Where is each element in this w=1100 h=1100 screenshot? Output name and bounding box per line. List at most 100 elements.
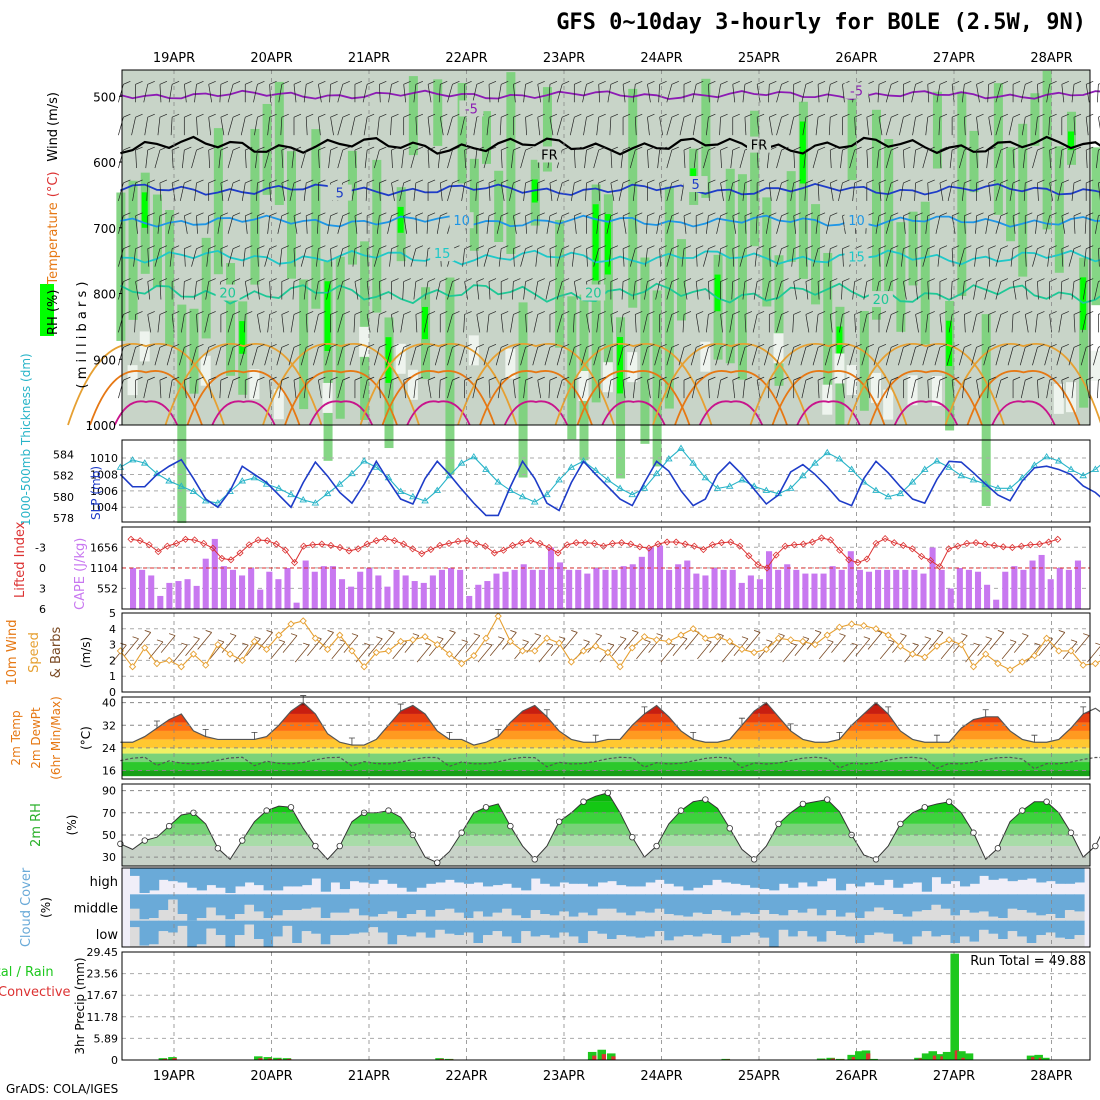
cloud-clear-low	[721, 943, 732, 947]
cloud-clear-low	[1026, 943, 1037, 947]
cape-bar	[493, 573, 500, 609]
wind-barb	[742, 80, 753, 103]
cloud-bar-low	[778, 920, 789, 930]
wind-barb	[1024, 212, 1033, 234]
wind-barb	[376, 311, 387, 333]
cape-ylabel: CAPE (J/kg)	[73, 538, 88, 610]
wind-speed-point	[372, 648, 380, 657]
li-point	[518, 539, 526, 547]
wind-barb-10m	[672, 636, 688, 657]
li-point	[954, 542, 962, 550]
cloud-bar-high	[320, 868, 331, 892]
precip-total-bar	[168, 1057, 177, 1060]
wind-barb	[170, 113, 180, 136]
wind-barb	[763, 343, 777, 366]
wind-barb	[239, 343, 253, 366]
cloud-bar-middle	[654, 894, 665, 909]
cape-bar	[965, 569, 972, 609]
wind-barb	[885, 376, 899, 399]
wind-barb	[536, 212, 545, 234]
minmax-bar	[251, 731, 258, 740]
wind-barb	[690, 343, 704, 366]
cloud-clear-low	[511, 943, 522, 947]
cloud-clear-middle	[731, 915, 742, 921]
cloud-bar-high	[540, 868, 551, 884]
rh-dry-patch	[249, 369, 260, 400]
li-point	[154, 548, 162, 556]
wind-barb	[800, 343, 814, 366]
wind-barb	[351, 179, 363, 201]
wind-barb	[596, 212, 606, 234]
cloud-clear-low	[320, 944, 331, 947]
cloud-clear-middle	[979, 911, 990, 921]
cloud-bar-high	[921, 868, 932, 892]
rh-band	[122, 823, 1090, 835]
cloud-bar-low	[979, 920, 990, 930]
wind-barb	[1058, 311, 1069, 333]
cloud-clear-low	[349, 933, 360, 947]
cloud-bar-middle	[921, 894, 932, 911]
wind-barb	[337, 245, 350, 267]
rh-dry-patch	[1066, 382, 1076, 413]
cloud-bar-low	[301, 920, 312, 932]
cape-bar	[856, 569, 863, 609]
cloud-bar-high	[1074, 868, 1085, 883]
wind-barb	[852, 278, 862, 300]
wind-barb	[666, 80, 679, 103]
ua-units-label: ( m i l l i b a r s )	[75, 282, 90, 389]
thickness-point	[530, 498, 539, 505]
cloud-bar-middle	[130, 894, 141, 909]
rh-saturated-band	[422, 306, 429, 340]
wind-barb	[483, 146, 497, 169]
thickness-point	[604, 476, 612, 483]
wind-barb	[903, 212, 911, 234]
cloud-bar-middle	[931, 894, 942, 905]
cloud-clear-middle	[234, 914, 246, 921]
cloud-bar-middle	[549, 894, 560, 916]
cloud-bar-middle	[273, 894, 284, 916]
wind-barb	[805, 212, 814, 234]
cloud-bar-middle	[1074, 894, 1085, 912]
cloud-bar-high	[1055, 868, 1066, 884]
wind-barb	[939, 278, 948, 300]
rh-moist-band	[774, 255, 784, 386]
cloud-bar-low	[187, 920, 198, 947]
wind-speed-point	[543, 634, 551, 642]
cloud-bar-middle	[845, 894, 856, 913]
cloud-bar-low	[234, 920, 246, 936]
wind-barb	[556, 179, 570, 202]
thickness-point	[616, 484, 624, 491]
wind-barb	[768, 113, 777, 136]
wind-barb	[849, 146, 862, 169]
wind-barb	[876, 146, 887, 169]
cloud-bar-middle	[177, 894, 188, 915]
wind-barb	[520, 245, 533, 267]
wind-barb	[948, 311, 960, 333]
thickness-point	[433, 486, 442, 493]
cape-bar	[611, 569, 618, 609]
wind-barb	[278, 80, 289, 103]
li-point	[191, 536, 199, 544]
cloud-bar-high	[998, 868, 1009, 879]
wind-barb	[610, 179, 619, 201]
cloud-bar-low	[587, 920, 599, 932]
cloud-bar-high	[254, 868, 265, 886]
cloud-bar-middle	[912, 894, 923, 912]
cape-bar	[947, 588, 954, 609]
wind-barb	[975, 212, 984, 234]
wind-barb	[951, 376, 960, 399]
wind-barb	[863, 278, 874, 300]
wind-barb	[988, 113, 996, 136]
wind-barb	[976, 146, 984, 169]
rh-moist-band	[677, 239, 686, 321]
wind-barb	[523, 179, 533, 201]
wind-barb	[280, 113, 289, 136]
rh-saturated-band	[141, 192, 148, 228]
rh-point	[897, 820, 904, 828]
thickness-point	[287, 490, 295, 498]
li-point	[300, 542, 308, 550]
minmax-bar	[495, 729, 502, 737]
rh-moist-band	[213, 128, 223, 275]
cloud-clear-low	[463, 932, 475, 947]
wind-barb	[622, 245, 631, 267]
